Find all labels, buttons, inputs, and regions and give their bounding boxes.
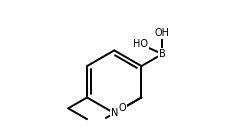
Text: B: B (158, 49, 165, 59)
Text: OH: OH (154, 28, 169, 39)
Text: HO: HO (133, 39, 147, 49)
Text: N: N (110, 108, 117, 118)
Text: O: O (118, 103, 126, 113)
